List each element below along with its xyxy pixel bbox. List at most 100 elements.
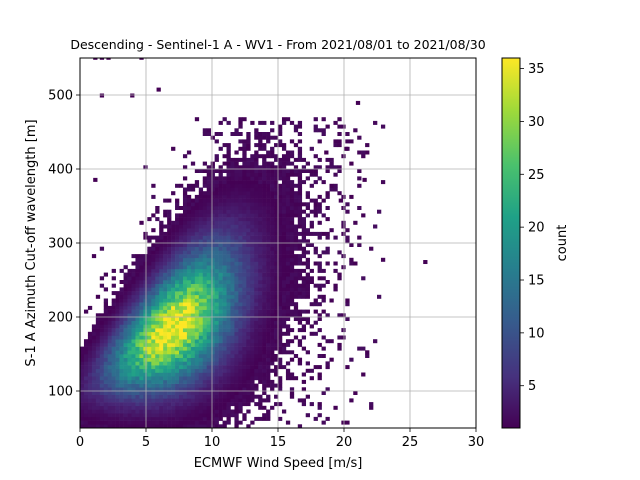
heatmap-cell — [246, 339, 251, 344]
heatmap-cell — [297, 246, 303, 251]
heatmap-cell — [234, 132, 239, 136]
heatmap-cell — [131, 302, 136, 307]
heatmap-cell — [206, 342, 211, 347]
heatmap-cell — [198, 361, 204, 366]
heatmap-cell — [258, 398, 263, 403]
heatmap-cell — [254, 324, 259, 329]
heatmap-cell — [218, 379, 223, 384]
heatmap-cell — [202, 313, 208, 318]
heatmap-cell — [281, 176, 287, 181]
heatmap-cell — [285, 324, 291, 329]
colorbar — [501, 57, 521, 429]
heatmap-cell — [155, 217, 160, 222]
heatmap-cell — [218, 257, 223, 262]
heatmap-cell — [155, 402, 160, 407]
heatmap-cell — [285, 206, 291, 210]
heatmap-cell — [182, 235, 188, 240]
heatmap-cell — [179, 402, 184, 407]
heatmap-cell — [198, 420, 204, 425]
heatmap-cell — [131, 280, 136, 284]
heatmap-cell — [317, 413, 322, 418]
heatmap-cell — [361, 372, 366, 377]
heatmap-cell — [250, 191, 255, 196]
heatmap-cell — [151, 268, 156, 273]
heatmap-cell — [163, 416, 168, 421]
heatmap-cell — [91, 409, 97, 414]
heatmap-cell — [258, 143, 263, 148]
heatmap-cell — [262, 180, 267, 185]
heatmap-cell — [297, 276, 303, 281]
heatmap-cell — [258, 183, 263, 188]
heatmap-cell — [226, 272, 231, 277]
heatmap-cell — [262, 191, 267, 196]
heatmap-cell — [305, 394, 310, 399]
heatmap-cell — [285, 420, 291, 425]
heatmap-cell — [238, 354, 243, 358]
heatmap-cell — [119, 391, 124, 395]
heatmap-cell — [246, 235, 251, 240]
heatmap-cell — [159, 246, 164, 251]
heatmap-cell — [234, 328, 239, 333]
heatmap-cell — [278, 317, 283, 321]
heatmap-cell — [234, 339, 239, 344]
heatmap-cell — [297, 120, 303, 125]
heatmap-cell — [262, 157, 267, 162]
heatmap-cell — [246, 135, 251, 140]
heatmap-cell — [230, 376, 235, 381]
heatmap-cell — [242, 361, 247, 366]
heatmap-cell — [258, 172, 263, 177]
heatmap-cell — [317, 220, 322, 225]
heatmap-cell — [289, 180, 295, 185]
heatmap-cell — [214, 409, 219, 414]
heatmap-cell — [285, 228, 291, 233]
heatmap-cell — [103, 320, 109, 325]
heatmap-cell — [163, 246, 168, 251]
heatmap-cell — [107, 424, 112, 428]
heatmap-cell — [198, 217, 204, 222]
heatmap-cell — [95, 342, 101, 347]
heatmap-cell — [238, 261, 243, 266]
heatmap-cell — [246, 346, 251, 351]
heatmap-cell — [155, 335, 160, 340]
heatmap-cell — [171, 280, 176, 284]
heatmap-cell — [123, 294, 128, 299]
heatmap-cell — [206, 350, 211, 355]
heatmap-cell — [242, 379, 247, 384]
heatmap-cell — [258, 405, 263, 410]
heatmap-cell — [95, 324, 101, 329]
heatmap-cell — [214, 368, 219, 373]
heatmap-cell — [135, 365, 140, 370]
heatmap-cell — [139, 320, 144, 325]
heatmap-cell — [250, 161, 255, 166]
heatmap-cell — [246, 191, 251, 196]
heatmap-cell — [246, 394, 251, 399]
heatmap-cell — [210, 339, 215, 344]
heatmap-cell — [163, 354, 168, 358]
heatmap-cell — [313, 261, 318, 266]
heatmap-cell — [238, 228, 243, 233]
heatmap-cell — [182, 424, 188, 428]
heatmap-cell — [151, 235, 156, 240]
heatmap-cell — [274, 309, 279, 314]
heatmap-cell — [341, 154, 346, 159]
heatmap-cell — [190, 402, 196, 407]
heatmap-outlier-cell — [324, 150, 329, 155]
heatmap-cell — [87, 413, 93, 418]
heatmap-cell — [91, 350, 97, 355]
heatmap-cell — [325, 235, 330, 240]
heatmap-cell — [341, 313, 346, 318]
heatmap-cell — [163, 280, 168, 284]
heatmap-cell — [175, 250, 180, 255]
heatmap-cell — [369, 402, 374, 407]
heatmap-cell — [218, 191, 223, 196]
heatmap-cell — [325, 261, 330, 266]
heatmap-cell — [281, 217, 287, 222]
heatmap-cell — [103, 402, 109, 407]
heatmap-cell — [163, 239, 168, 244]
heatmap-cell — [274, 154, 279, 159]
heatmap-cell — [151, 283, 156, 288]
heatmap-cell — [151, 420, 156, 425]
heatmap-cell — [167, 413, 172, 418]
x-tick-label: 10 — [204, 435, 221, 450]
heatmap-cell — [210, 191, 215, 196]
